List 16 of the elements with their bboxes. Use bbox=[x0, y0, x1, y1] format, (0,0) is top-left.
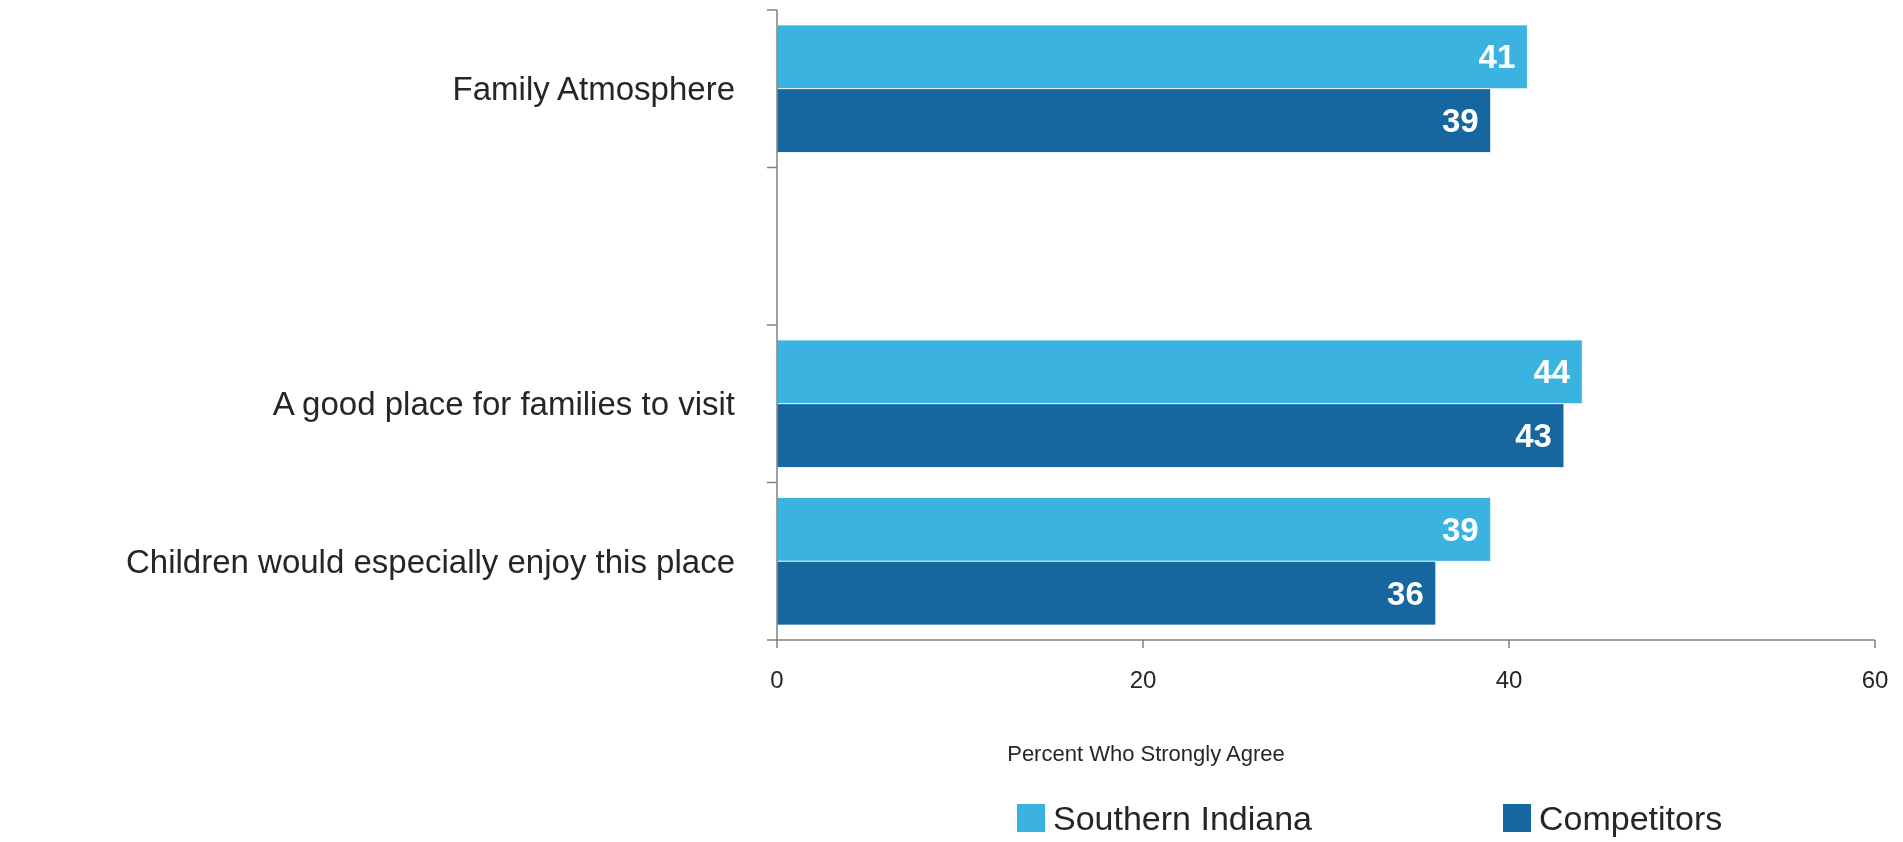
data-label: 44 bbox=[1533, 353, 1571, 391]
x-tick-label: 40 bbox=[1495, 666, 1523, 693]
data-label: 39 bbox=[1441, 510, 1479, 548]
y-tick-label: Children would especially enjoy this place bbox=[125, 542, 735, 580]
y-tick-label: A good place for families to visit bbox=[272, 385, 735, 423]
data-label: 41 bbox=[1478, 38, 1516, 76]
legend-label: Competitors bbox=[1539, 798, 1723, 837]
x-tick-label: 60 bbox=[1861, 666, 1889, 693]
y-tick-label: Family Atmosphere bbox=[452, 70, 735, 108]
x-tick-label: 20 bbox=[1129, 666, 1157, 693]
x-tick-label: 0 bbox=[770, 666, 784, 693]
data-label: 43 bbox=[1515, 417, 1552, 455]
data-label: 39 bbox=[1441, 102, 1479, 140]
x-axis-title: Percent Who Strongly Agree bbox=[1007, 741, 1285, 766]
legend-label: Southern Indiana bbox=[1053, 798, 1313, 837]
data-label: 36 bbox=[1387, 574, 1424, 612]
